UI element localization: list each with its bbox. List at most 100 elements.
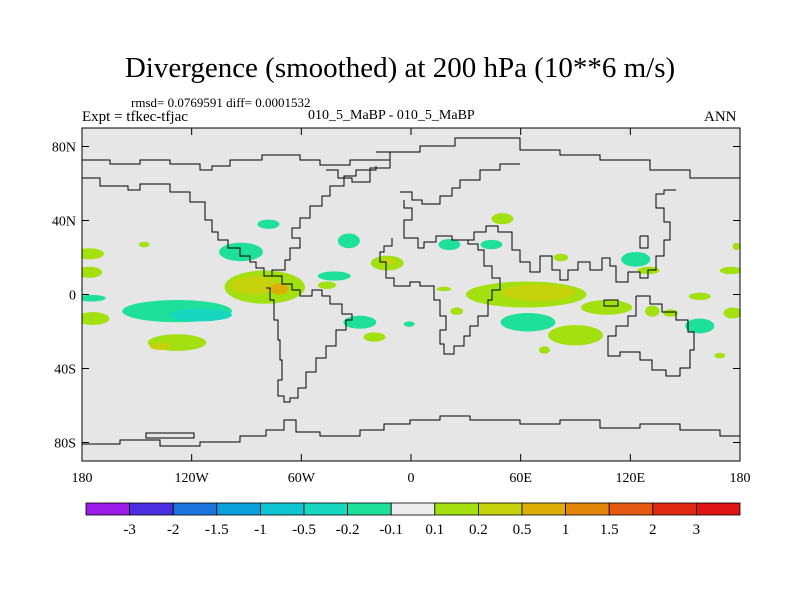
anomaly-patch <box>732 242 740 251</box>
coastline <box>379 234 501 355</box>
coastline <box>603 299 619 307</box>
anomaly-patch <box>138 241 150 248</box>
colorbar-label: 1 <box>562 522 570 538</box>
anomaly-patch <box>337 233 360 249</box>
anomaly-patch <box>714 352 726 359</box>
x-tick-label: 60W <box>288 471 316 486</box>
anomaly-patch <box>500 313 556 332</box>
anomaly-patch <box>538 346 550 354</box>
anomaly-patch <box>450 307 464 315</box>
coastline <box>326 151 391 183</box>
colorbar-swatch <box>347 502 392 516</box>
x-tick-label: 180 <box>730 471 751 486</box>
coastline <box>145 432 195 439</box>
x-tick-label: 120W <box>175 471 210 486</box>
colorbar-label: 3 <box>693 522 701 538</box>
season-label: ANN <box>704 109 737 125</box>
colorbar-label: -3 <box>123 522 136 538</box>
anomaly-patch <box>580 300 633 315</box>
colorbar-swatch <box>172 502 218 516</box>
anomaly-patch <box>230 276 278 295</box>
x-tick-label: 0 <box>408 471 415 486</box>
anomaly-patch <box>644 305 660 317</box>
anomaly-patch <box>169 308 232 322</box>
colorbar-label: 0.1 <box>425 522 444 538</box>
coastline <box>82 415 740 447</box>
x-tick-label: 60E <box>509 471 532 486</box>
colorbar-swatch <box>303 502 348 516</box>
colorbar-swatch <box>652 502 697 516</box>
colorbar-label: -0.5 <box>292 522 316 538</box>
coastline <box>639 235 649 249</box>
anomaly-patch <box>363 332 386 342</box>
anomaly-patch <box>82 312 110 326</box>
anomaly-patch <box>82 248 104 260</box>
coastline <box>266 275 353 403</box>
case-label: 010_5_MaBP - 010_5_MaBP <box>308 108 475 123</box>
colorbar-label: -2 <box>167 522 180 538</box>
y-tick-label: 0 <box>69 289 76 304</box>
anomaly-patch <box>82 294 106 302</box>
anomaly-patch <box>317 281 337 289</box>
colorbar-label: -0.2 <box>336 522 360 538</box>
colorbar-swatch <box>390 502 436 516</box>
colorbar-label: 0.5 <box>513 522 532 538</box>
y-tick-label: 40S <box>54 363 76 378</box>
anomaly-patch <box>548 325 603 346</box>
anomaly-patch <box>491 213 514 225</box>
coastline <box>468 189 676 283</box>
y-tick-label: 40N <box>52 215 76 230</box>
anomaly-patch <box>149 342 172 350</box>
anomaly-patch <box>381 258 397 264</box>
colorbar-swatch <box>216 502 261 516</box>
y-tick-label: 80S <box>54 437 76 452</box>
chart-title: Divergence (smoothed) at 200 hPa (10**6 … <box>124 52 676 84</box>
anomaly-patch <box>82 266 103 278</box>
anomaly-patch <box>317 271 351 281</box>
anomaly-patch <box>502 284 576 301</box>
coastline <box>607 295 695 377</box>
anomaly-patch <box>685 318 715 334</box>
anomaly-patch <box>553 253 569 262</box>
colorbar-swatch <box>434 502 479 516</box>
anomaly-patch <box>688 292 711 301</box>
colorbar-swatch <box>565 502 610 516</box>
anomaly-layer <box>82 213 740 359</box>
anomaly-patch <box>723 307 740 319</box>
colorbar-label: 0.2 <box>469 522 488 538</box>
y-axis: 80N 40N 0 40S 80S <box>52 141 740 452</box>
plot-background <box>82 128 740 461</box>
x-tick-label: 180 <box>72 471 93 486</box>
colorbar-label: 2 <box>649 522 657 538</box>
coastline <box>82 166 377 277</box>
coastline <box>403 200 413 234</box>
anomaly-patch <box>270 283 289 295</box>
anomaly-patch <box>663 309 678 317</box>
coastline <box>400 163 520 205</box>
colorbar-swatch <box>521 502 566 516</box>
anomaly-patch <box>219 242 263 262</box>
anomaly-patch <box>403 321 415 327</box>
anomaly-patch <box>436 286 452 292</box>
colorbar-label: -1.5 <box>205 522 229 538</box>
anomaly-patch <box>621 251 651 267</box>
colorbar-label: -0.1 <box>379 522 403 538</box>
y-tick-label: 80N <box>52 141 76 156</box>
anomaly-patch <box>257 219 280 229</box>
colorbar-label: -1 <box>254 522 267 538</box>
x-axis: 180 120W 60W 0 60E 120E 180 <box>72 128 751 486</box>
colorbar-swatch <box>477 502 523 516</box>
anomaly-patch <box>480 239 503 250</box>
coastline-layer <box>82 137 740 447</box>
colorbar-swatch <box>85 502 130 516</box>
rmsd-diff-stats: rmsd= 0.0769591 diff= 0.0001532 <box>131 95 311 110</box>
colorbar: -3 -2 -1.5 -1 -0.5 -0.2 -0.1 0.1 0.2 0.5 1 1.5 2 3 <box>85 502 741 538</box>
coastline <box>82 137 740 179</box>
colorbar-swatch <box>608 502 654 516</box>
anomaly-patch <box>719 266 740 275</box>
x-tick-label: 120E <box>616 471 646 486</box>
colorbar-swatch <box>129 502 174 516</box>
anomaly-patch <box>343 315 377 329</box>
colorbar-swatch <box>696 502 741 516</box>
